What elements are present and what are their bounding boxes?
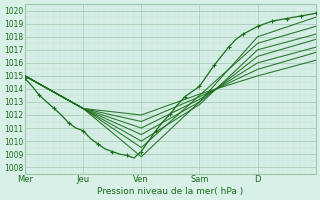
X-axis label: Pression niveau de la mer( hPa ): Pression niveau de la mer( hPa ): [97, 187, 244, 196]
